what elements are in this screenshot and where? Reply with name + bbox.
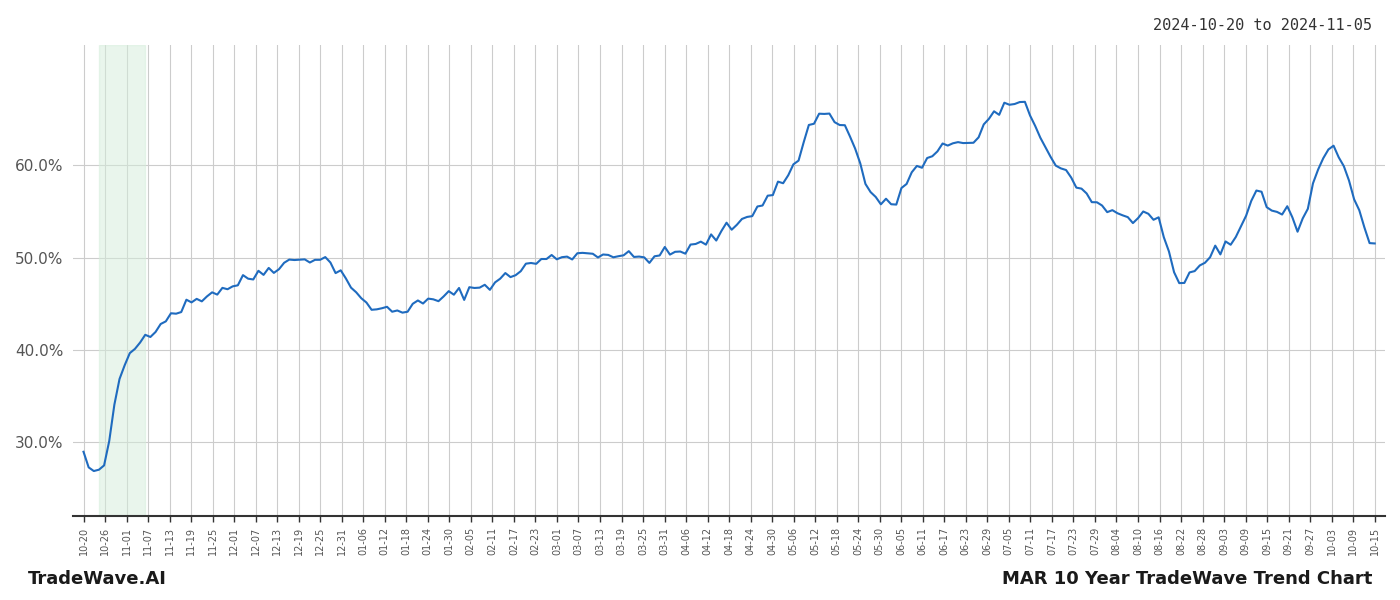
Text: TradeWave.AI: TradeWave.AI (28, 570, 167, 588)
Text: 2024-10-20 to 2024-11-05: 2024-10-20 to 2024-11-05 (1154, 18, 1372, 33)
Bar (99, 45, 146, 516)
Text: MAR 10 Year TradeWave Trend Chart: MAR 10 Year TradeWave Trend Chart (1001, 570, 1372, 588)
